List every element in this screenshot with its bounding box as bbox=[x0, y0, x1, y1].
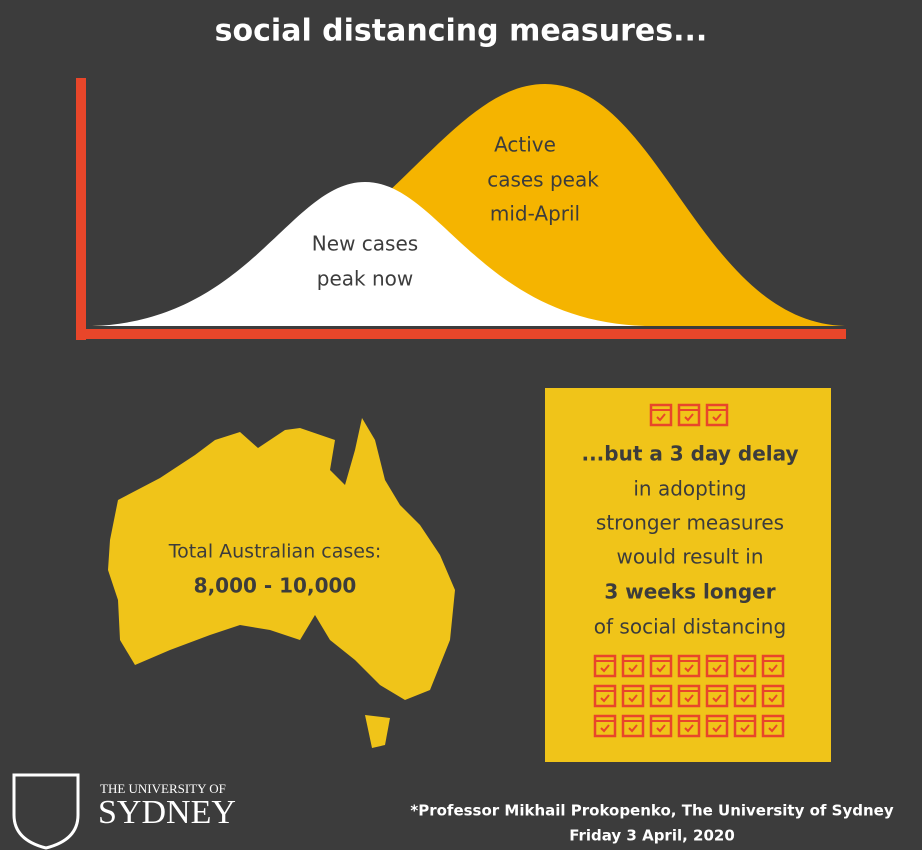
calendar-icon bbox=[705, 714, 729, 738]
calendar-icon bbox=[649, 403, 673, 427]
active-cases-label: Active bbox=[494, 133, 556, 157]
calendar-icon bbox=[649, 654, 673, 678]
calendar-check bbox=[595, 690, 615, 703]
australia-map bbox=[108, 418, 455, 700]
calendar-icon bbox=[593, 714, 617, 738]
credit-author: *Professor Mikhail Prokopenko, The Unive… bbox=[410, 802, 893, 820]
y-axis bbox=[76, 78, 86, 340]
logo-crest bbox=[12, 773, 80, 850]
calendar-check bbox=[651, 690, 671, 703]
calendar-icon bbox=[621, 714, 645, 738]
active-cases-label: cases peak bbox=[487, 168, 599, 192]
calendar-check bbox=[651, 720, 671, 733]
logo-line2: SYDNEY bbox=[98, 794, 236, 831]
calendar-check bbox=[623, 660, 643, 673]
calendar-icon bbox=[593, 684, 617, 708]
calendar-check bbox=[735, 660, 755, 673]
map-label: Total Australian cases: bbox=[168, 541, 382, 563]
calendar-icon bbox=[677, 714, 701, 738]
calendar-check bbox=[763, 720, 783, 733]
delay-text: of social distancing bbox=[594, 615, 786, 639]
calendar-icon bbox=[733, 654, 757, 678]
new-cases-curve bbox=[92, 182, 645, 326]
calendar-check bbox=[679, 409, 699, 422]
calendar-check bbox=[651, 409, 671, 422]
calendar-icon bbox=[649, 714, 673, 738]
calendar-icon bbox=[705, 684, 729, 708]
delay-text: ...but a 3 day delay bbox=[581, 442, 798, 466]
calendar-check bbox=[651, 660, 671, 673]
delay-text: 3 weeks longer bbox=[604, 580, 775, 604]
calendar-icon bbox=[705, 403, 729, 427]
new-cases-label: peak now bbox=[317, 267, 413, 291]
calendar-check bbox=[735, 720, 755, 733]
title: social distancing measures... bbox=[215, 14, 708, 49]
calendar-check bbox=[679, 660, 699, 673]
calendar-check bbox=[763, 690, 783, 703]
calendar-check bbox=[707, 720, 727, 733]
calendar-icon bbox=[621, 654, 645, 678]
active-cases-curve bbox=[92, 84, 845, 326]
calendar-check bbox=[707, 409, 727, 422]
calendar-icon bbox=[621, 684, 645, 708]
delay-text: in adopting bbox=[633, 477, 746, 501]
calendar-check bbox=[763, 660, 783, 673]
logo-line1: THE UNIVERSITY OF bbox=[100, 781, 226, 796]
calendar-check bbox=[735, 690, 755, 703]
map-value: 8,000 - 10,000 bbox=[194, 574, 357, 598]
tasmania bbox=[365, 715, 390, 748]
calendar-icon bbox=[649, 684, 673, 708]
calendar-check bbox=[595, 720, 615, 733]
calendar-check bbox=[595, 660, 615, 673]
calendar-icon bbox=[761, 714, 785, 738]
new-cases-label: New cases bbox=[312, 232, 418, 256]
calendar-check bbox=[679, 690, 699, 703]
calendar-icon bbox=[733, 684, 757, 708]
calendar-icon bbox=[677, 654, 701, 678]
calendar-check bbox=[623, 690, 643, 703]
delay-text: stronger measures bbox=[596, 511, 784, 535]
calendar-icon bbox=[677, 403, 701, 427]
x-axis bbox=[76, 329, 846, 339]
calendar-icon bbox=[677, 684, 701, 708]
calendar-check bbox=[707, 660, 727, 673]
calendar-icon bbox=[705, 654, 729, 678]
calendar-icon bbox=[761, 684, 785, 708]
delay-text: would result in bbox=[616, 545, 763, 569]
credit-date: Friday 3 April, 2020 bbox=[569, 827, 735, 845]
calendar-check bbox=[707, 690, 727, 703]
calendar-icon bbox=[761, 654, 785, 678]
calendar-icons bbox=[593, 403, 785, 738]
calendar-icon bbox=[593, 654, 617, 678]
calendar-icon bbox=[733, 714, 757, 738]
calendar-check bbox=[623, 720, 643, 733]
calendar-check bbox=[679, 720, 699, 733]
active-cases-label: mid-April bbox=[490, 202, 580, 226]
